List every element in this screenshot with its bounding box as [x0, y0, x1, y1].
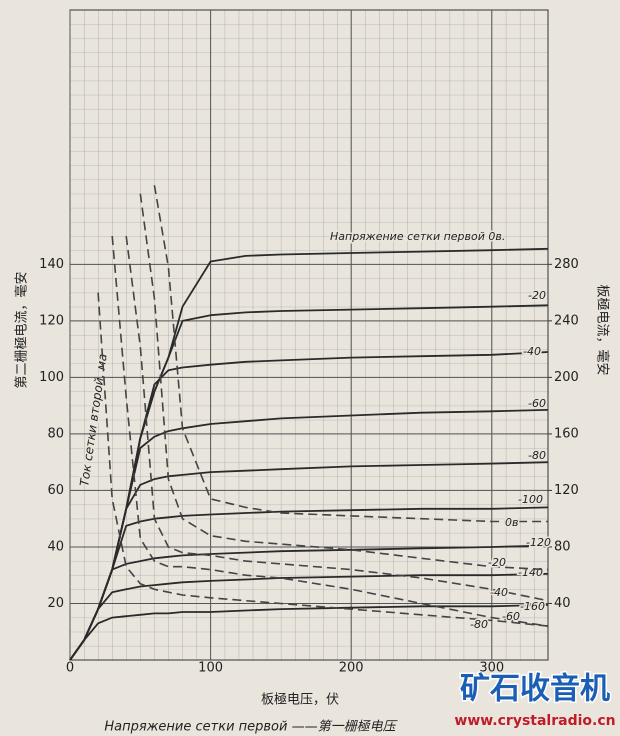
curve-label: -60 [528, 397, 546, 410]
curve-label: -120 [526, 536, 551, 549]
curve-label: -40 [523, 345, 541, 358]
x-tick-label: 300 [479, 661, 504, 676]
watermark-url: www.crystalradio.cn [454, 713, 615, 729]
y-tick-label: 80 [47, 426, 64, 441]
curve-label: -80 [470, 618, 488, 631]
curve-label: Напряжение сетки первой 0в. [330, 230, 505, 243]
y2-tick-label: 200 [554, 370, 579, 385]
x-axis-label: 板極电压，伏 [261, 692, 339, 708]
curve [97, 292, 549, 627]
y2-tick-label: 240 [554, 313, 579, 328]
y2-tick-label: 120 [554, 483, 579, 498]
curve [125, 235, 549, 602]
y-tick-label: 40 [47, 539, 64, 554]
curve-label: -20 [528, 289, 546, 302]
y-axis-label: 第二栅極电流，毫安 [14, 271, 30, 388]
curve-label: -160 [520, 600, 545, 613]
y-tick-label: 120 [39, 313, 64, 328]
x-tick-label: 100 [198, 661, 223, 676]
curve-label: -20 [488, 556, 506, 569]
y2-tick-label: 80 [554, 539, 571, 554]
plot-area [69, 9, 549, 661]
y2-tick-label: 280 [554, 257, 579, 272]
y2-axis-label: 板極电流，毫安 [595, 284, 611, 375]
curve [69, 604, 549, 661]
curve-label: -80 [528, 449, 546, 462]
caption: Напряжение сетки первой ——第一栅極电压 [104, 720, 397, 735]
curve-label: -40 [490, 586, 508, 599]
y-tick-label: 100 [39, 370, 64, 385]
y-tick-label: 20 [47, 596, 64, 611]
curve-label: -100 [518, 493, 543, 506]
watermark-title: 矿石收音机 [460, 672, 610, 707]
y2-tick-label: 160 [554, 426, 579, 441]
curve [69, 572, 549, 661]
curve [69, 544, 549, 661]
x-tick-label: 0 [66, 661, 74, 676]
x-tick-label: 200 [339, 661, 364, 676]
curve-label: -60 [502, 610, 520, 623]
y-tick-label: 60 [47, 483, 64, 498]
y2-tick-label: 40 [554, 596, 571, 611]
curve [139, 193, 549, 571]
y-tick-label: 140 [39, 257, 64, 272]
curve-label: 0в [505, 516, 518, 529]
curve [153, 185, 548, 523]
